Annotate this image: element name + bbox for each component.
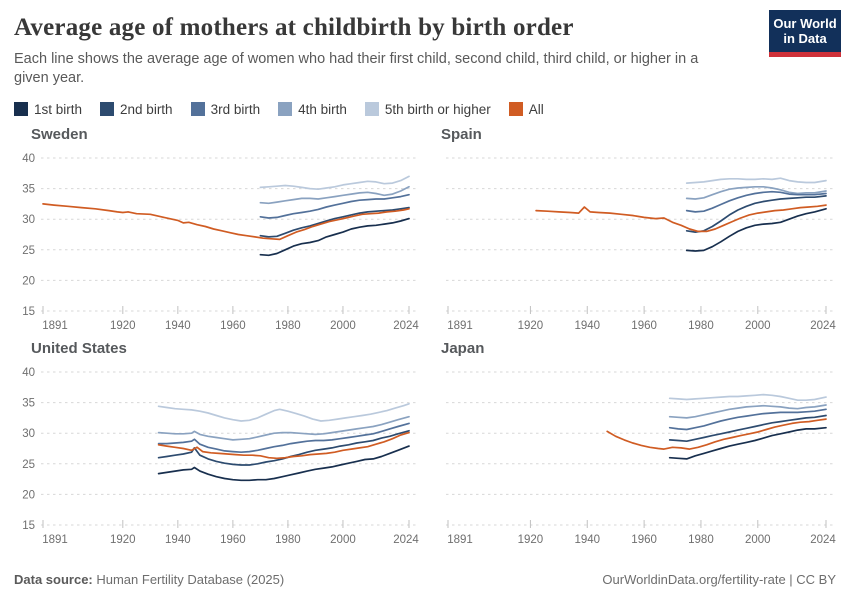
line-chart-spain: 1891 1920 1940 1960 1980 2000 2024 (446, 157, 836, 332)
svg-text:1920: 1920 (518, 320, 544, 332)
svg-text:40: 40 (22, 367, 35, 379)
legend-label: 5th birth or higher (384, 101, 491, 117)
legend-swatch-icon (190, 102, 205, 117)
svg-text:1920: 1920 (518, 534, 544, 546)
footer: Data source: Human Fertility Database (2… (14, 572, 836, 587)
legend-label: 3rd birth (210, 101, 261, 117)
owid-citation-link[interactable]: OurWorldinData.org/fertility-rate | CC B… (602, 572, 836, 587)
svg-text:1980: 1980 (688, 320, 714, 332)
svg-text:2024: 2024 (810, 534, 836, 546)
svg-text:15: 15 (22, 306, 35, 318)
svg-text:2000: 2000 (745, 320, 771, 332)
owid-logo[interactable]: Our World in Data (769, 10, 841, 57)
svg-text:1920: 1920 (110, 320, 136, 332)
svg-text:20: 20 (22, 489, 35, 501)
chart-panel-united-states: United States 15 20 25 30 35 40 1891 1920 1940 19… (13, 340, 420, 554)
svg-text:1960: 1960 (631, 320, 657, 332)
panel-title-united-states: United States (31, 339, 127, 357)
svg-text:2000: 2000 (330, 534, 356, 546)
svg-text:1940: 1940 (574, 534, 600, 546)
legend-label: All (528, 101, 544, 117)
chart-panel-sweden: Sweden 15 20 25 30 35 40 1891 1920 1940 1960 1980 2… (13, 126, 420, 340)
svg-text:30: 30 (22, 214, 35, 226)
legend-label: 2nd birth (120, 101, 173, 117)
svg-text:20: 20 (22, 275, 35, 287)
svg-text:25: 25 (22, 244, 35, 256)
legend: 1st birth 2nd birth 3rd birth 4th birth … (14, 102, 837, 117)
svg-text:1891: 1891 (447, 534, 473, 546)
svg-text:40: 40 (22, 153, 35, 165)
svg-text:1891: 1891 (42, 320, 68, 332)
charts-grid: Sweden 15 20 25 30 35 40 1891 1920 1940 1960 1980 2… (13, 126, 837, 554)
legend-swatch-icon (508, 102, 523, 117)
svg-text:2024: 2024 (810, 320, 836, 332)
legend-item-5th-birth: 5th birth or higher (364, 101, 491, 117)
svg-text:1940: 1940 (574, 320, 600, 332)
svg-text:2000: 2000 (330, 320, 356, 332)
legend-item-2nd-birth: 2nd birth (100, 102, 173, 117)
owid-logo-line1: Our World (773, 16, 837, 31)
svg-text:30: 30 (22, 428, 35, 440)
legend-swatch-icon (14, 102, 28, 117)
svg-text:1960: 1960 (220, 320, 246, 332)
svg-text:15: 15 (22, 520, 35, 532)
page-title: Average age of mothers at childbirth by … (14, 14, 574, 41)
svg-text:1920: 1920 (110, 534, 136, 546)
chart-panel-spain: Spain 1891 1920 1940 1960 1980 2000 2024 (430, 126, 837, 340)
svg-text:35: 35 (22, 183, 35, 195)
svg-text:1940: 1940 (165, 320, 191, 332)
legend-swatch-icon (278, 102, 293, 117)
line-chart-japan: 1891 1920 1940 1960 1980 2000 2024 (446, 371, 836, 546)
svg-text:1980: 1980 (275, 320, 301, 332)
legend-item-1st-birth: 1st birth (14, 102, 82, 117)
legend-swatch-icon (100, 102, 115, 117)
svg-text:25: 25 (22, 458, 35, 470)
svg-text:1891: 1891 (42, 534, 68, 546)
svg-text:2000: 2000 (745, 534, 771, 546)
chart-page: Average age of mothers at childbirth by … (13, 14, 837, 554)
chart-panel-japan: Japan 1891 1920 1940 1960 1980 2000 2024 (430, 340, 837, 554)
legend-label: 1st birth (34, 101, 83, 117)
svg-text:2024: 2024 (393, 320, 419, 332)
svg-text:1960: 1960 (220, 534, 246, 546)
owid-logo-line2: in Data (783, 31, 827, 47)
svg-text:1960: 1960 (631, 534, 657, 546)
legend-label: 4th birth (298, 101, 347, 117)
legend-item-3rd-birth: 3rd birth (190, 101, 261, 117)
legend-item-all: All (508, 101, 544, 117)
data-source-note: Data source: Human Fertility Database (2… (14, 572, 284, 587)
line-chart-united-states: 15 20 25 30 35 40 1891 1920 1940 1960 1980 2000 2024 (22, 367, 419, 546)
svg-text:1940: 1940 (165, 534, 191, 546)
svg-text:1980: 1980 (275, 534, 301, 546)
chart-subtitle: Each line shows the average age of women… (14, 51, 699, 87)
svg-text:1891: 1891 (447, 320, 473, 332)
data-source-text: Human Fertility Database (2025) (92, 572, 285, 587)
svg-text:35: 35 (22, 397, 35, 409)
line-chart-sweden: 15 20 25 30 35 40 1891 1920 1940 1960 1980 2000 2024 (22, 153, 419, 332)
data-source-label: Data source: (14, 572, 93, 587)
svg-text:2024: 2024 (393, 534, 419, 546)
legend-item-4th-birth: 4th birth (278, 102, 347, 117)
panel-title-spain: Spain (441, 125, 482, 143)
legend-swatch-icon (364, 102, 379, 117)
panel-title-japan: Japan (441, 339, 485, 357)
svg-text:1980: 1980 (688, 534, 714, 546)
panel-title-sweden: Sweden (31, 125, 88, 143)
